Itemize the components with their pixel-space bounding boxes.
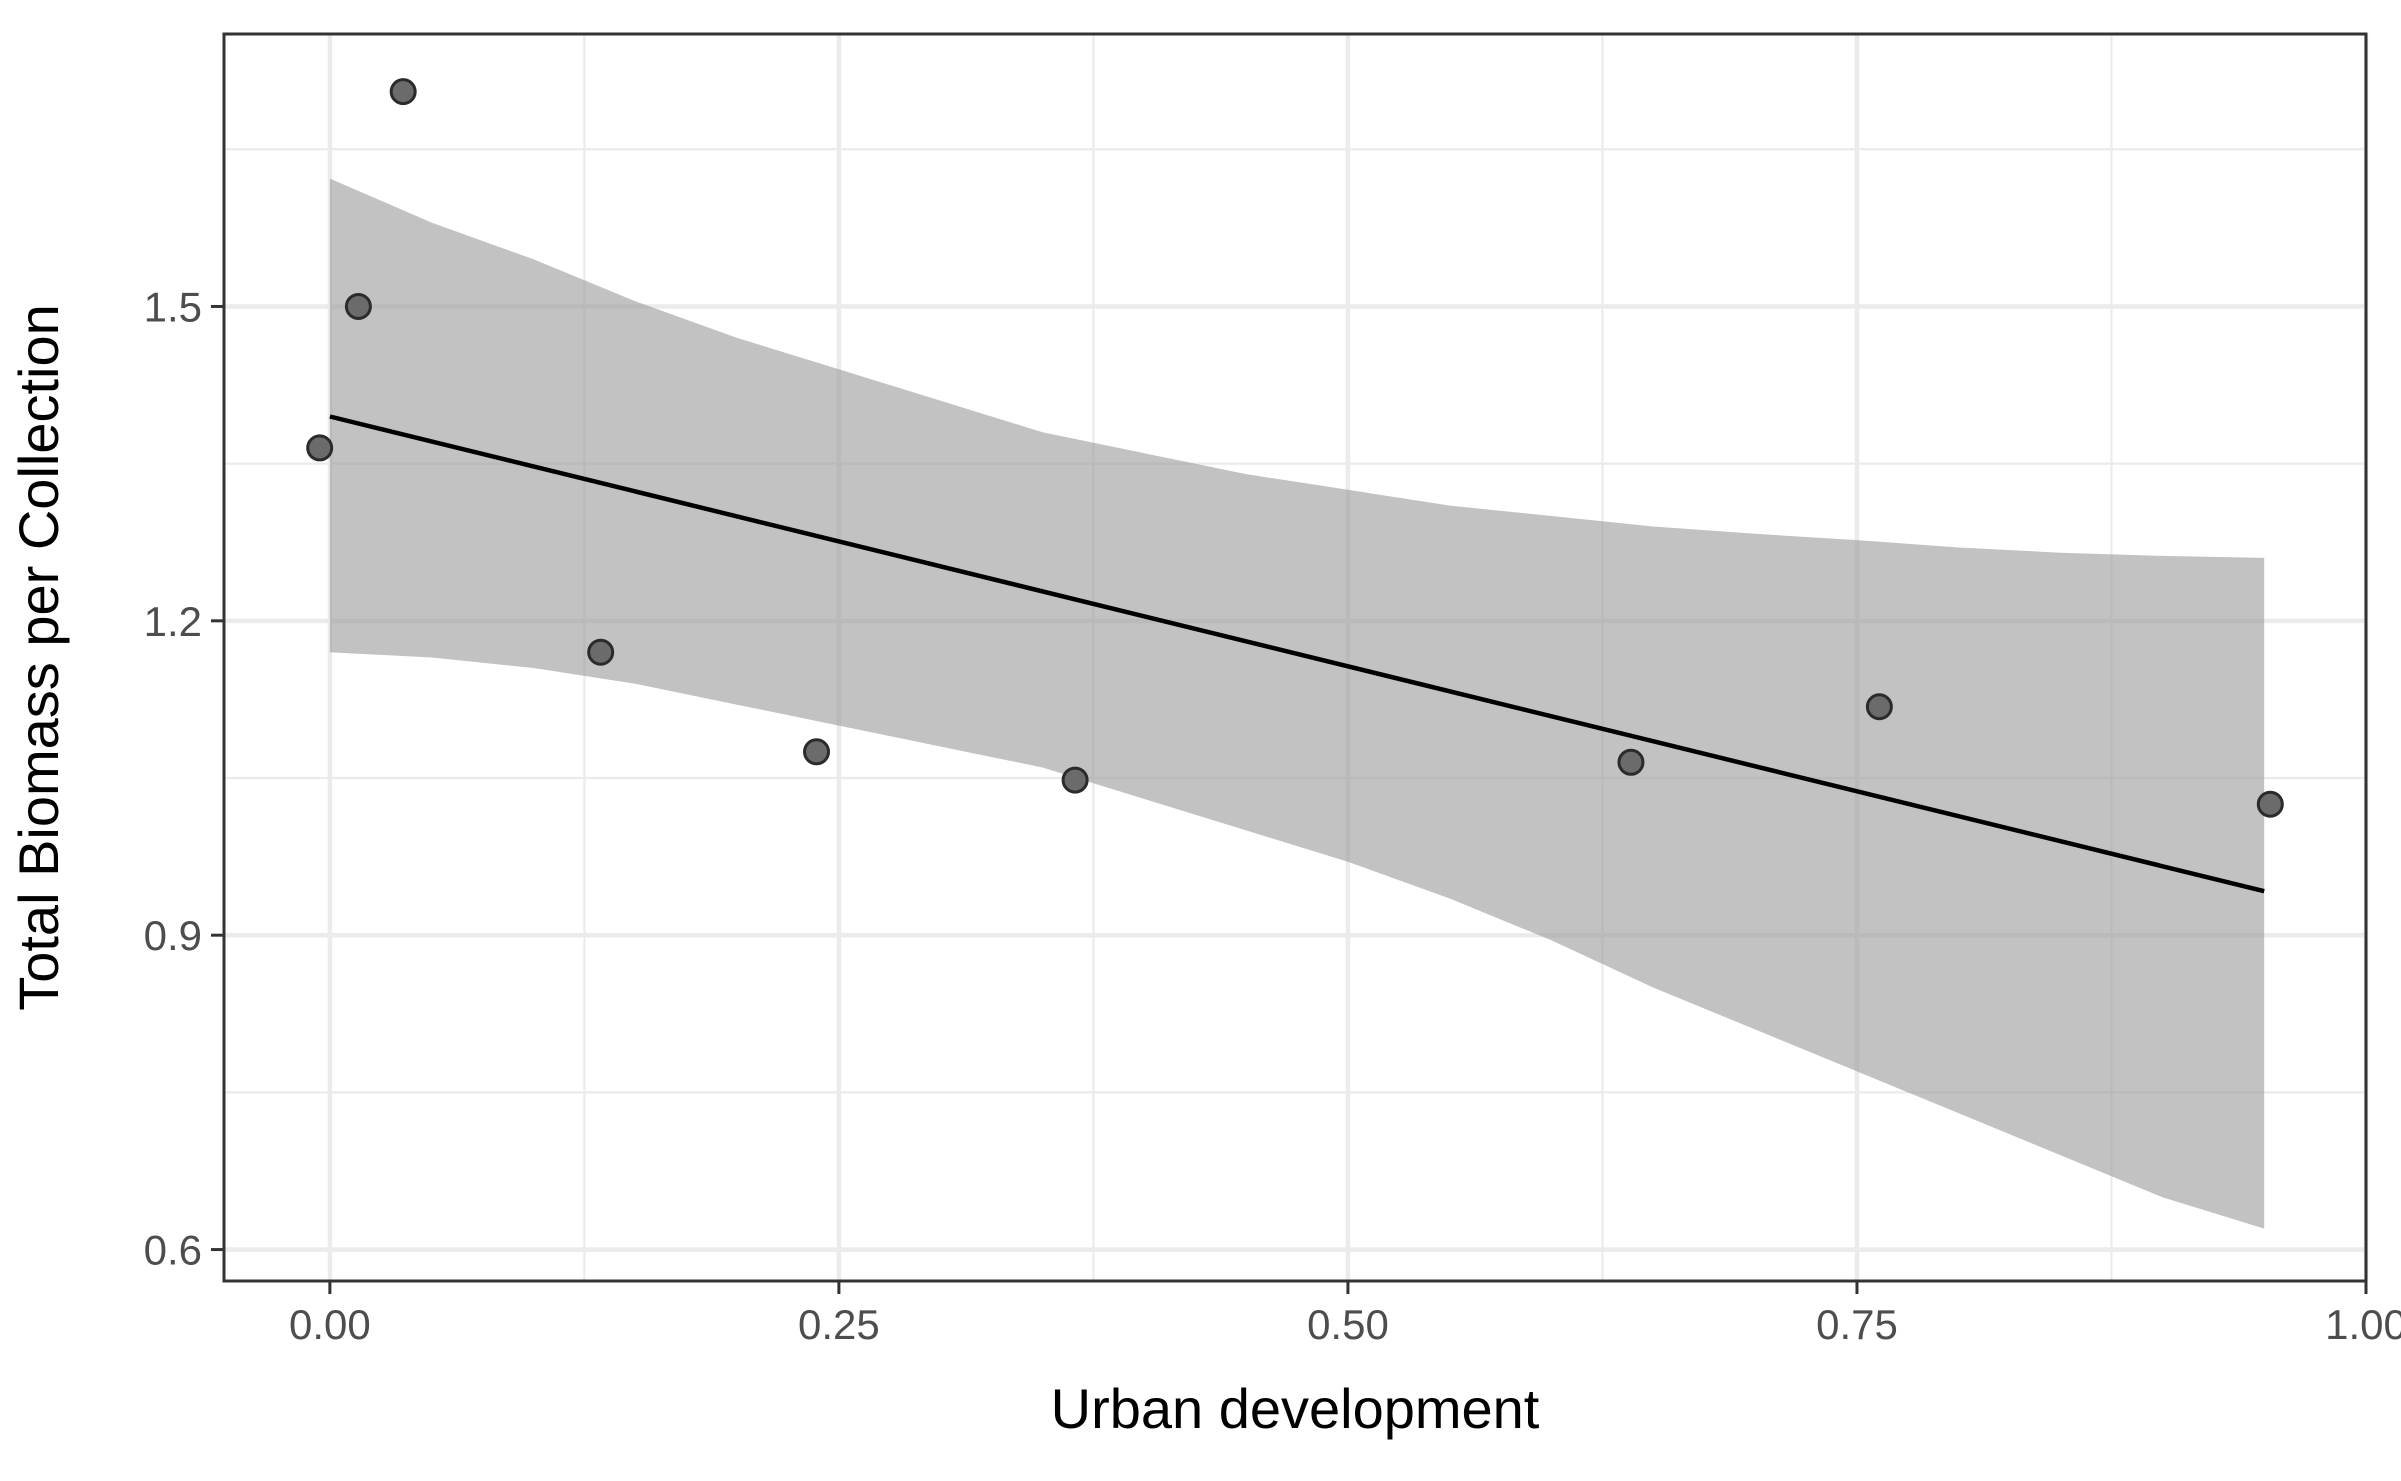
data-point-3 xyxy=(587,638,615,666)
x-tick-label-3: 0.75 xyxy=(1816,1301,1898,1348)
y-tick-label-1: 0.9 xyxy=(144,912,202,959)
data-point-7 xyxy=(1865,693,1893,721)
regression-line xyxy=(329,414,2265,894)
data-point-1 xyxy=(344,292,372,320)
x-tick-label-4: 1.00 xyxy=(2325,1301,2401,1348)
y-tick-label-2: 1.2 xyxy=(144,598,202,645)
y-axis-title: Total Biomass per Collection xyxy=(7,304,70,1011)
y-tick-label-3: 1.5 xyxy=(144,283,202,330)
x-tick-label-2: 0.50 xyxy=(1307,1301,1389,1348)
confidence-band xyxy=(329,178,2265,1229)
y-tick-label-0: 0.6 xyxy=(144,1227,202,1274)
data-point-0 xyxy=(306,434,334,462)
data-point-4 xyxy=(803,738,831,766)
data-point-2 xyxy=(389,78,417,106)
x-axis-ticks: 0.00 0.25 0.50 0.75 1.00 xyxy=(289,1281,2401,1348)
y-axis-ticks: 0.6 0.9 1.2 1.5 xyxy=(144,283,224,1274)
x-axis-title: Urban development xyxy=(1051,1377,1540,1440)
data-points xyxy=(306,78,2284,818)
data-point-5 xyxy=(1061,766,1089,794)
x-tick-label-0: 0.00 xyxy=(289,1301,371,1348)
panel-border xyxy=(222,32,2368,1283)
data-point-8 xyxy=(2256,790,2284,818)
data-point-6 xyxy=(1617,748,1645,776)
x-tick-label-1: 0.25 xyxy=(798,1301,880,1348)
